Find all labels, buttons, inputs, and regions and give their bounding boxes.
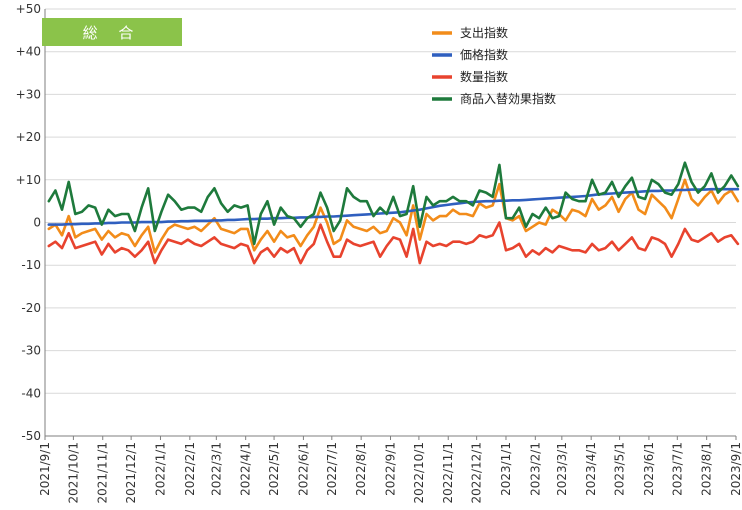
x-tick-label: 2021/12/1	[124, 442, 138, 504]
y-tick-label: -40	[21, 386, 41, 400]
series-line	[47, 187, 740, 226]
x-tick-label: 2022/6/1	[296, 442, 310, 496]
y-tick-label: +10	[16, 173, 41, 187]
x-tick-label: 2023/1/1	[499, 442, 513, 496]
x-tick-label: 2022/4/1	[239, 442, 253, 496]
title-box: 総 合	[42, 18, 182, 46]
x-tick-label: 2021/9/1	[38, 442, 52, 496]
x-tick-label: 2022/2/1	[183, 442, 197, 496]
series-line	[47, 161, 740, 246]
x-tick-label: 2023/8/1	[700, 442, 714, 496]
x-tick-label: 2022/12/1	[470, 442, 484, 504]
x-tick-label: 2022/7/1	[325, 442, 339, 496]
title-background	[42, 18, 182, 46]
y-tick-label: -20	[21, 301, 41, 315]
y-tick-label: +30	[16, 87, 41, 101]
x-tick-label: 2023/3/1	[555, 442, 569, 496]
x-tick-label: 2023/4/1	[584, 442, 598, 496]
y-tick-labels: +50 +40 +30 +20 +10 0 -10 -20 -30 -40 -50	[16, 2, 41, 443]
y-tick-label: +20	[16, 130, 41, 144]
x-tick-label: 2022/9/1	[384, 442, 398, 496]
y-tick-label: -10	[21, 258, 41, 272]
x-tick-label: 2021/11/1	[96, 442, 110, 504]
axes	[44, 9, 737, 440]
x-tick-label: 2023/9/1	[729, 442, 742, 496]
x-tick-label: 2022/1/1	[153, 442, 167, 496]
y-tick-label: +40	[16, 45, 41, 59]
x-tick-label: 2023/6/1	[642, 442, 656, 496]
x-tick-label: 2022/10/1	[412, 442, 426, 504]
x-tick-label: 2022/5/1	[267, 442, 281, 496]
x-tick-label: 2023/7/1	[670, 442, 684, 496]
x-tick-label: 2021/10/1	[66, 442, 80, 504]
series-line	[47, 221, 740, 265]
legend-label: 数量指数	[460, 69, 508, 84]
x-tick-label: 2022/8/1	[354, 442, 368, 496]
y-tick-label: +50	[16, 2, 41, 16]
chart-title: 総 合	[83, 24, 142, 42]
legend-label: 支出指数	[460, 25, 508, 40]
series-lines	[47, 161, 740, 265]
x-tick-label: 2023/5/1	[613, 442, 627, 496]
legend-label: 価格指数	[460, 47, 508, 62]
x-tick-label: 2023/2/1	[528, 442, 542, 496]
series-line	[47, 178, 740, 254]
x-tick-label: 2022/3/1	[209, 442, 223, 496]
y-tick-label: -30	[21, 344, 41, 358]
x-tick-labels: 2021/9/1 2021/10/1 2021/11/1 2021/12/1 2022/…	[38, 442, 742, 504]
y-tick-label: -50	[21, 429, 41, 443]
legend-label: 商品入替効果指数	[460, 91, 556, 106]
x-tick-label: 2022/11/1	[441, 442, 455, 504]
y-tick-label: 0	[33, 216, 41, 230]
